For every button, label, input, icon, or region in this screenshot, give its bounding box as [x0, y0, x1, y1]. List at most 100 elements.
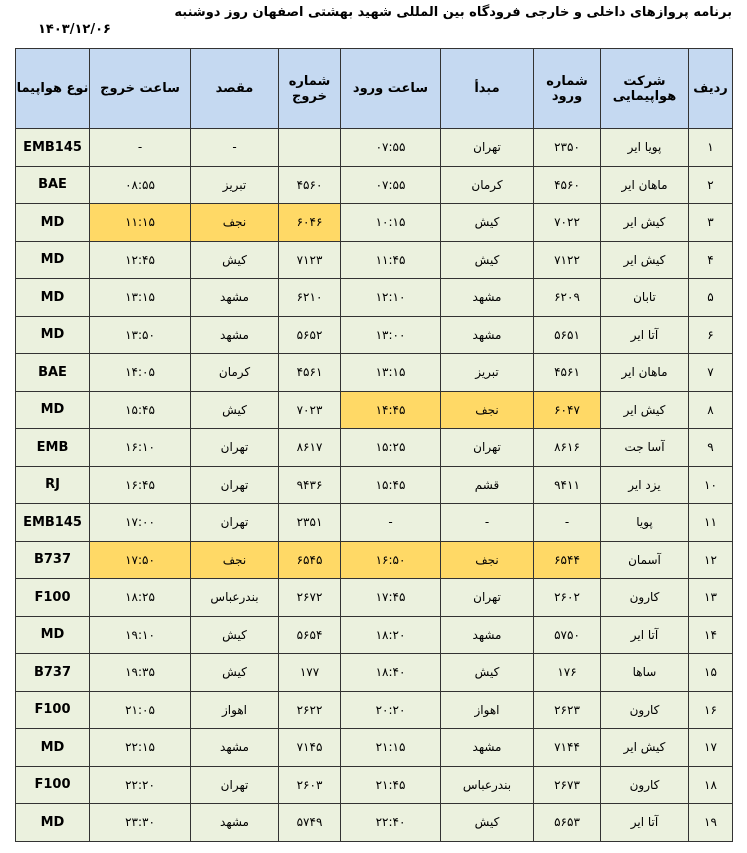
- column-header: شرکت هواپیمایی: [600, 48, 689, 129]
- table-cell: تبریز: [190, 165, 279, 204]
- table-cell: BAE: [15, 165, 90, 204]
- table-cell: آتا ایر: [600, 803, 689, 842]
- table-cell: ۴۵۶۰: [533, 165, 601, 204]
- table-cell: کیش: [440, 203, 534, 242]
- table-cell: پویا: [600, 503, 689, 542]
- table-cell: ۲۶۰۲: [533, 578, 601, 617]
- table-cell: EMB145: [15, 503, 90, 542]
- table-cell: ۰۷:۵۵: [340, 165, 441, 204]
- table-cell: نجف: [190, 540, 279, 579]
- table-cell: ۶۲۰۹: [533, 278, 601, 317]
- table-cell: ۱۶:۴۵: [89, 465, 191, 504]
- table-body: ۱ پویا ایر ۲۳۵۰ تهران ۰۷:۵۵- - EMB145 ۲ ماهان ای…: [15, 128, 733, 842]
- table-cell: ۶۰۴۷: [533, 390, 601, 429]
- table-cell: ۲۰:۲۰: [340, 690, 441, 729]
- table-cell: ۱۴:۴۵: [340, 390, 441, 429]
- table-cell: ۷۰۲۳: [278, 390, 341, 429]
- table-cell: B737: [15, 540, 90, 579]
- table-cell: F100: [15, 765, 90, 804]
- table-cell: ۱۳:۰۰: [340, 315, 441, 354]
- table-cell: ۴۵۶۰: [278, 165, 341, 204]
- table-cell: ۹۴۱۱: [533, 465, 601, 504]
- table-cell: RJ: [15, 465, 90, 504]
- table-cell: کیش: [190, 240, 279, 279]
- table-cell: پویا ایر: [600, 128, 689, 167]
- table-cell: ۱۲:۴۵: [89, 240, 191, 279]
- table-cell: ۱۶:۱۰: [89, 428, 191, 467]
- table-row: ۱۷ کیش ایر ۷۱۴۴ مشهد ۲۱:۱۵ ۷۱۴۵ مشهد ۲۲:۱۵ MD: [15, 728, 733, 767]
- table-cell: ۲۱:۰۵: [89, 690, 191, 729]
- table-cell: کارون: [600, 690, 689, 729]
- table-cell: آتا ایر: [600, 615, 689, 654]
- table-cell: آتا ایر: [600, 315, 689, 354]
- table-cell: ۱۹: [688, 803, 733, 842]
- table-cell: MD: [15, 728, 90, 767]
- table-cell: MD: [15, 803, 90, 842]
- table-cell: ۷۱۲۳: [278, 240, 341, 279]
- table-cell: ۸۶۱۷: [278, 428, 341, 467]
- column-header: ساعت ورود: [340, 48, 441, 129]
- table-cell: تهران: [440, 428, 534, 467]
- table-cell: یزد ایر: [600, 465, 689, 504]
- table-cell: ۱۳:۱۵: [340, 353, 441, 392]
- table-row: ۱۳ کارون ۲۶۰۲ تهران ۱۷:۴۵ ۲۶۷۲ بندرعباس ۱۸:۲۵ F1…: [15, 578, 733, 617]
- table-cell: کارون: [600, 578, 689, 617]
- column-header: شماره ورود: [533, 48, 601, 129]
- column-header: ردیف: [688, 48, 733, 129]
- table-cell: ۱۰:۱۵: [340, 203, 441, 242]
- table-cell: ۴۵۶۱: [278, 353, 341, 392]
- table-cell: مشهد: [440, 728, 534, 767]
- table-cell: ۱۲: [688, 540, 733, 579]
- table-row: ۲ ماهان ایر ۴۵۶۰ کرمان ۰۷:۵۵ ۴۵۶۰ تبریز ۰۸:۵۵ BA…: [15, 165, 733, 204]
- table-cell: ۵۷۵۰: [533, 615, 601, 654]
- table-cell: ۱۸: [688, 765, 733, 804]
- table-cell: کیش: [440, 803, 534, 842]
- table-cell: کیش: [440, 653, 534, 692]
- table-cell: مشهد: [190, 315, 279, 354]
- table-cell: بندرعباس: [190, 578, 279, 617]
- table-cell: ۷۰۲۲: [533, 203, 601, 242]
- table-cell: ۲۶۰۳: [278, 765, 341, 804]
- table-row: ۱۸ کارون ۲۶۷۳ بندرعباس ۲۱:۴۵ ۲۶۰۳ تهران ۲۲:۲۰ F1…: [15, 765, 733, 804]
- table-cell: ساها: [600, 653, 689, 692]
- table-cell: تهران: [190, 428, 279, 467]
- table-cell: ۱۷: [688, 728, 733, 767]
- table-row: ۸ کیش ایر ۶۰۴۷ نجف ۱۴:۴۵ ۷۰۲۳ کیش ۱۵:۴۵ MD: [15, 390, 733, 429]
- table-cell: MD: [15, 203, 90, 242]
- table-cell: اهواز: [440, 690, 534, 729]
- table-row: ۱۲ آسمان ۶۵۴۴ نجف ۱۶:۵۰ ۶۵۴۵ نجف ۱۷:۵۰ B737: [15, 540, 733, 579]
- table-cell: MD: [15, 240, 90, 279]
- table-cell: نجف: [440, 540, 534, 579]
- column-header: شماره خروج: [278, 48, 341, 129]
- table-row: ۷ ماهان ایر ۴۵۶۱ تبریز ۱۳:۱۵ ۴۵۶۱ کرمان ۱۴:۰۵ BA…: [15, 353, 733, 392]
- table-cell: بندرعباس: [440, 765, 534, 804]
- table-cell: ۱۶: [688, 690, 733, 729]
- table-cell: ۱۷:۰۰: [89, 503, 191, 542]
- table-cell: ۱۳: [688, 578, 733, 617]
- table-cell: ۲۳۵۰: [533, 128, 601, 167]
- table-cell: تابان: [600, 278, 689, 317]
- table-cell: کیش ایر: [600, 203, 689, 242]
- table-cell: ۱۹:۱۰: [89, 615, 191, 654]
- table-cell: ۱۱: [688, 503, 733, 542]
- table-cell: ۱۴:۰۵: [89, 353, 191, 392]
- table-cell: ۲۲:۴۰: [340, 803, 441, 842]
- table-row: ۱۵ ساها ۱۷۶ کیش ۱۸:۴۰ ۱۷۷ کیش ۱۹:۳۵ B737: [15, 653, 733, 692]
- table-cell: -: [340, 503, 441, 542]
- header-row: ردیف شرکت هواپیمایی شماره ورود مبدأ ساعت ورو…: [15, 48, 733, 129]
- table-cell: ۱۸:۴۰: [340, 653, 441, 692]
- table-cell: ۲۱:۱۵: [340, 728, 441, 767]
- table-cell: کیش ایر: [600, 390, 689, 429]
- table-cell: ۱۲:۱۰: [340, 278, 441, 317]
- table-row: ۵ تابان ۶۲۰۹ مشهد ۱۲:۱۰ ۶۲۱۰ مشهد ۱۳:۱۵ MD: [15, 278, 733, 317]
- flight-table: ردیف شرکت هواپیمایی شماره ورود مبدأ ساعت ورو…: [15, 48, 733, 842]
- table-cell: MD: [15, 615, 90, 654]
- table-cell: ۶۰۴۶: [278, 203, 341, 242]
- table-row: ۶ آتا ایر ۵۶۵۱ مشهد ۱۳:۰۰ ۵۶۵۲ مشهد ۱۳:۵۰ MD: [15, 315, 733, 354]
- table-cell: تهران: [440, 578, 534, 617]
- table-cell: -: [89, 128, 191, 167]
- table-cell: تهران: [440, 128, 534, 167]
- table-cell: ۱۳:۱۵: [89, 278, 191, 317]
- table-cell: ۲۲:۱۵: [89, 728, 191, 767]
